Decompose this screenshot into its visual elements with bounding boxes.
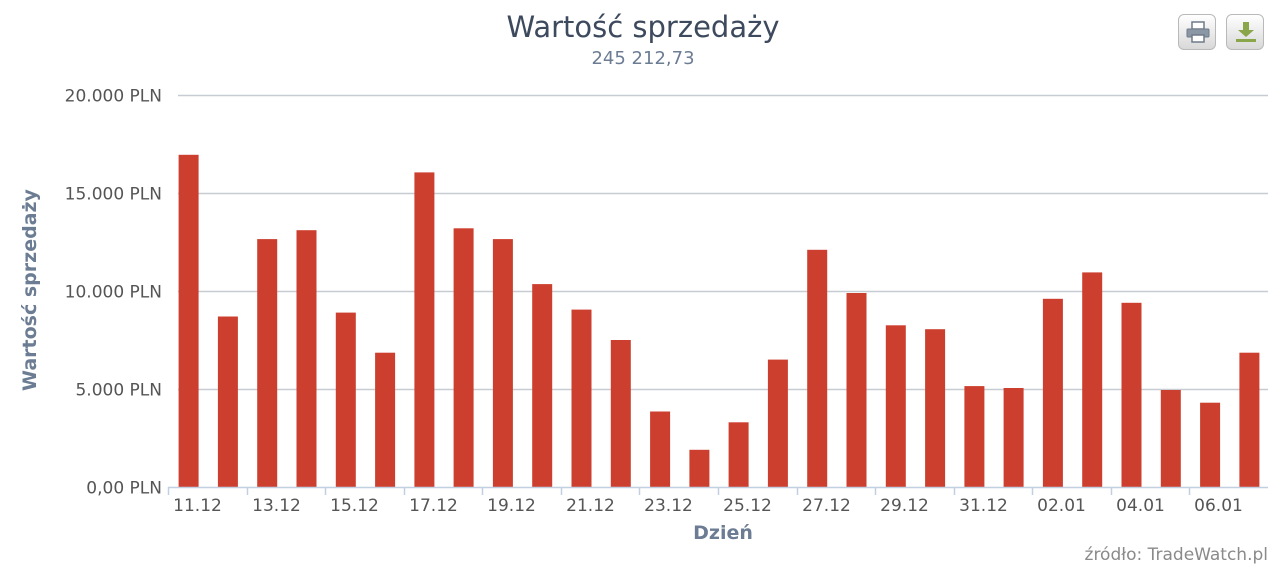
y-tick-label: 5.000 PLN (75, 381, 162, 401)
bar-19.12[interactable] (492, 239, 513, 487)
x-tick-label: 27.12 (802, 496, 851, 516)
bar-27.12[interactable] (807, 249, 828, 487)
x-tick-label: 04.01 (1116, 496, 1165, 516)
bar-21.12[interactable] (571, 309, 592, 487)
print-button[interactable] (1178, 14, 1216, 50)
y-tick-label: 20.000 PLN (65, 87, 162, 107)
bar-30.12[interactable] (925, 329, 946, 487)
download-button[interactable] (1226, 14, 1264, 50)
bar-06.01[interactable] (1200, 402, 1221, 487)
x-tick-label: 06.01 (1194, 496, 1243, 516)
y-tick-label: 15.000 PLN (65, 185, 162, 205)
x-tick-label: 21.12 (566, 496, 615, 516)
bar-11.12[interactable] (178, 154, 199, 488)
chart-title: Wartość sprzedaży (506, 10, 780, 44)
bar-17.12[interactable] (414, 172, 435, 487)
bar-18.12[interactable] (453, 228, 474, 488)
bar-25.12[interactable] (728, 422, 749, 487)
x-tick-label: 29.12 (880, 496, 929, 516)
y-axis-label: Wartość sprzedaży (19, 188, 41, 390)
x-axis: 11.12 13.12 15.12 17.12 19.12 21.12 23.12 25.12… (167, 486, 1268, 516)
bar-01.01[interactable] (1003, 388, 1024, 487)
x-tick-label: 15.12 (330, 496, 379, 516)
bar-12.12[interactable] (217, 316, 238, 488)
x-tick-label: 02.01 (1037, 496, 1086, 516)
bar-16.12[interactable] (375, 352, 396, 487)
bar-23.12[interactable] (650, 411, 671, 488)
x-tick-label: 17.12 (409, 496, 458, 516)
y-tick-label: 0,00 PLN (86, 479, 162, 499)
y-axis: 0,00 PLN 5.000 PLN 10.000 PLN 15.000 PLN 20.… (65, 87, 162, 499)
bar-13.12[interactable] (257, 239, 278, 487)
bar-03.01[interactable] (1082, 272, 1103, 487)
x-tick-label: 23.12 (644, 496, 693, 516)
x-tick-label: 19.12 (487, 496, 536, 516)
bar-05.01[interactable] (1160, 390, 1181, 487)
x-tick-label: 13.12 (252, 496, 301, 516)
x-tick-label: 31.12 (959, 496, 1008, 516)
y-tick-label: 10.000 PLN (65, 283, 162, 303)
bar-31.12[interactable] (964, 386, 985, 487)
source-credit: źródło: TradeWatch.pl (1084, 545, 1268, 565)
bar-29.12[interactable] (885, 325, 906, 487)
x-tick-label: 11.12 (173, 496, 222, 516)
bar-26.12[interactable] (767, 359, 788, 487)
printer-icon (1186, 21, 1210, 43)
chart-subtitle: 245 212,73 (591, 48, 695, 69)
bar-24.12[interactable] (689, 449, 710, 487)
x-axis-label: Dzień (693, 522, 753, 544)
bar-07.01[interactable] (1239, 352, 1260, 487)
bar-28.12[interactable] (846, 293, 867, 487)
x-tick-label: 25.12 (723, 496, 772, 516)
bar-02.01[interactable] (1042, 298, 1063, 487)
download-icon (1236, 22, 1256, 42)
bar-15.12[interactable] (335, 312, 356, 487)
bar-14.12[interactable] (296, 230, 317, 487)
bar-22.12[interactable] (610, 340, 631, 487)
bars (178, 154, 1260, 488)
bar-04.01[interactable] (1121, 302, 1142, 487)
bar-20.12[interactable] (532, 284, 553, 487)
